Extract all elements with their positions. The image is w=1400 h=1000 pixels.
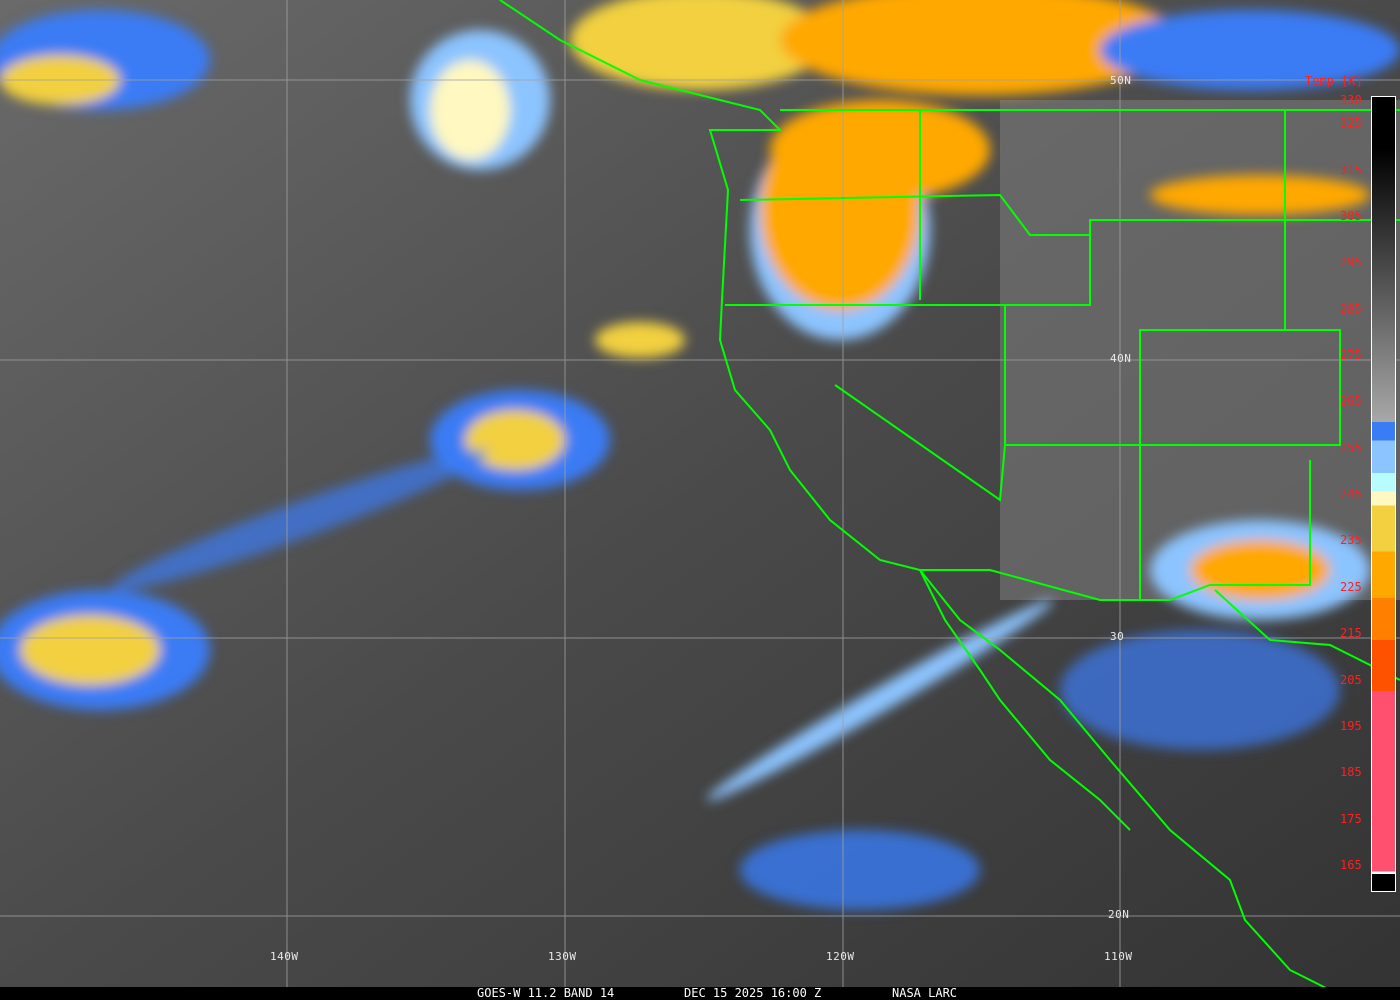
colorbar-tick-label: 275 — [1340, 348, 1362, 362]
colorbar-tick-label: 255 — [1340, 440, 1362, 455]
colorbar-tick-label: 325 — [1340, 116, 1362, 131]
lat-label-40n: 40N — [1110, 352, 1132, 365]
colorbar-tick-label: 315 — [1340, 162, 1362, 177]
temperature-colorbar — [1371, 96, 1396, 892]
colorbar-tick-label: 185 — [1340, 765, 1362, 780]
caption-source: NASA LARC — [892, 986, 958, 1000]
caption-bar: GOES-W 11.2 BAND 14 DEC 15 2025 16:00 Z … — [0, 987, 1400, 1000]
coastlines-and-borders — [499, 0, 1400, 991]
colorbar-tick-label: 295 — [1340, 255, 1362, 270]
colorbar-tick-label: 285 — [1340, 301, 1362, 316]
lon-label-130w: 130W — [548, 950, 577, 963]
colorbar-tick-label: 235 — [1340, 533, 1362, 548]
colorbar-tick-label: 330 — [1340, 93, 1362, 107]
lon-label-110w: 110W — [1104, 950, 1133, 963]
lon-label-140w: 140W — [270, 950, 299, 963]
cloud-tops — [0, 0, 1400, 910]
colorbar-title: Temp [K] — [1305, 74, 1363, 88]
colorbar-tick-label: 175 — [1340, 811, 1362, 826]
lat-label-30n: 30 — [1110, 630, 1125, 643]
colorbar-tick-label: 165 — [1340, 858, 1362, 872]
caption-satellite: GOES-W 11.2 BAND 14 — [477, 986, 615, 1000]
caption-datetime: DEC 15 2025 16:00 Z — [684, 986, 822, 1000]
colorbar-tick-label: 245 — [1340, 487, 1362, 502]
colorbar-tick-label: 195 — [1340, 718, 1362, 733]
lat-label-50n: 50N — [1110, 74, 1132, 87]
colorbar-tick-label: 215 — [1340, 626, 1362, 641]
lon-label-120w: 120W — [826, 950, 855, 963]
colorbar-tick-label: 225 — [1340, 579, 1362, 594]
colorbar-tick-label: 265 — [1340, 394, 1362, 409]
lat-label-20n: 20N — [1108, 908, 1130, 921]
colorbar-tick-label: 305 — [1340, 208, 1362, 223]
colorbar-tick-label: 205 — [1340, 672, 1362, 687]
